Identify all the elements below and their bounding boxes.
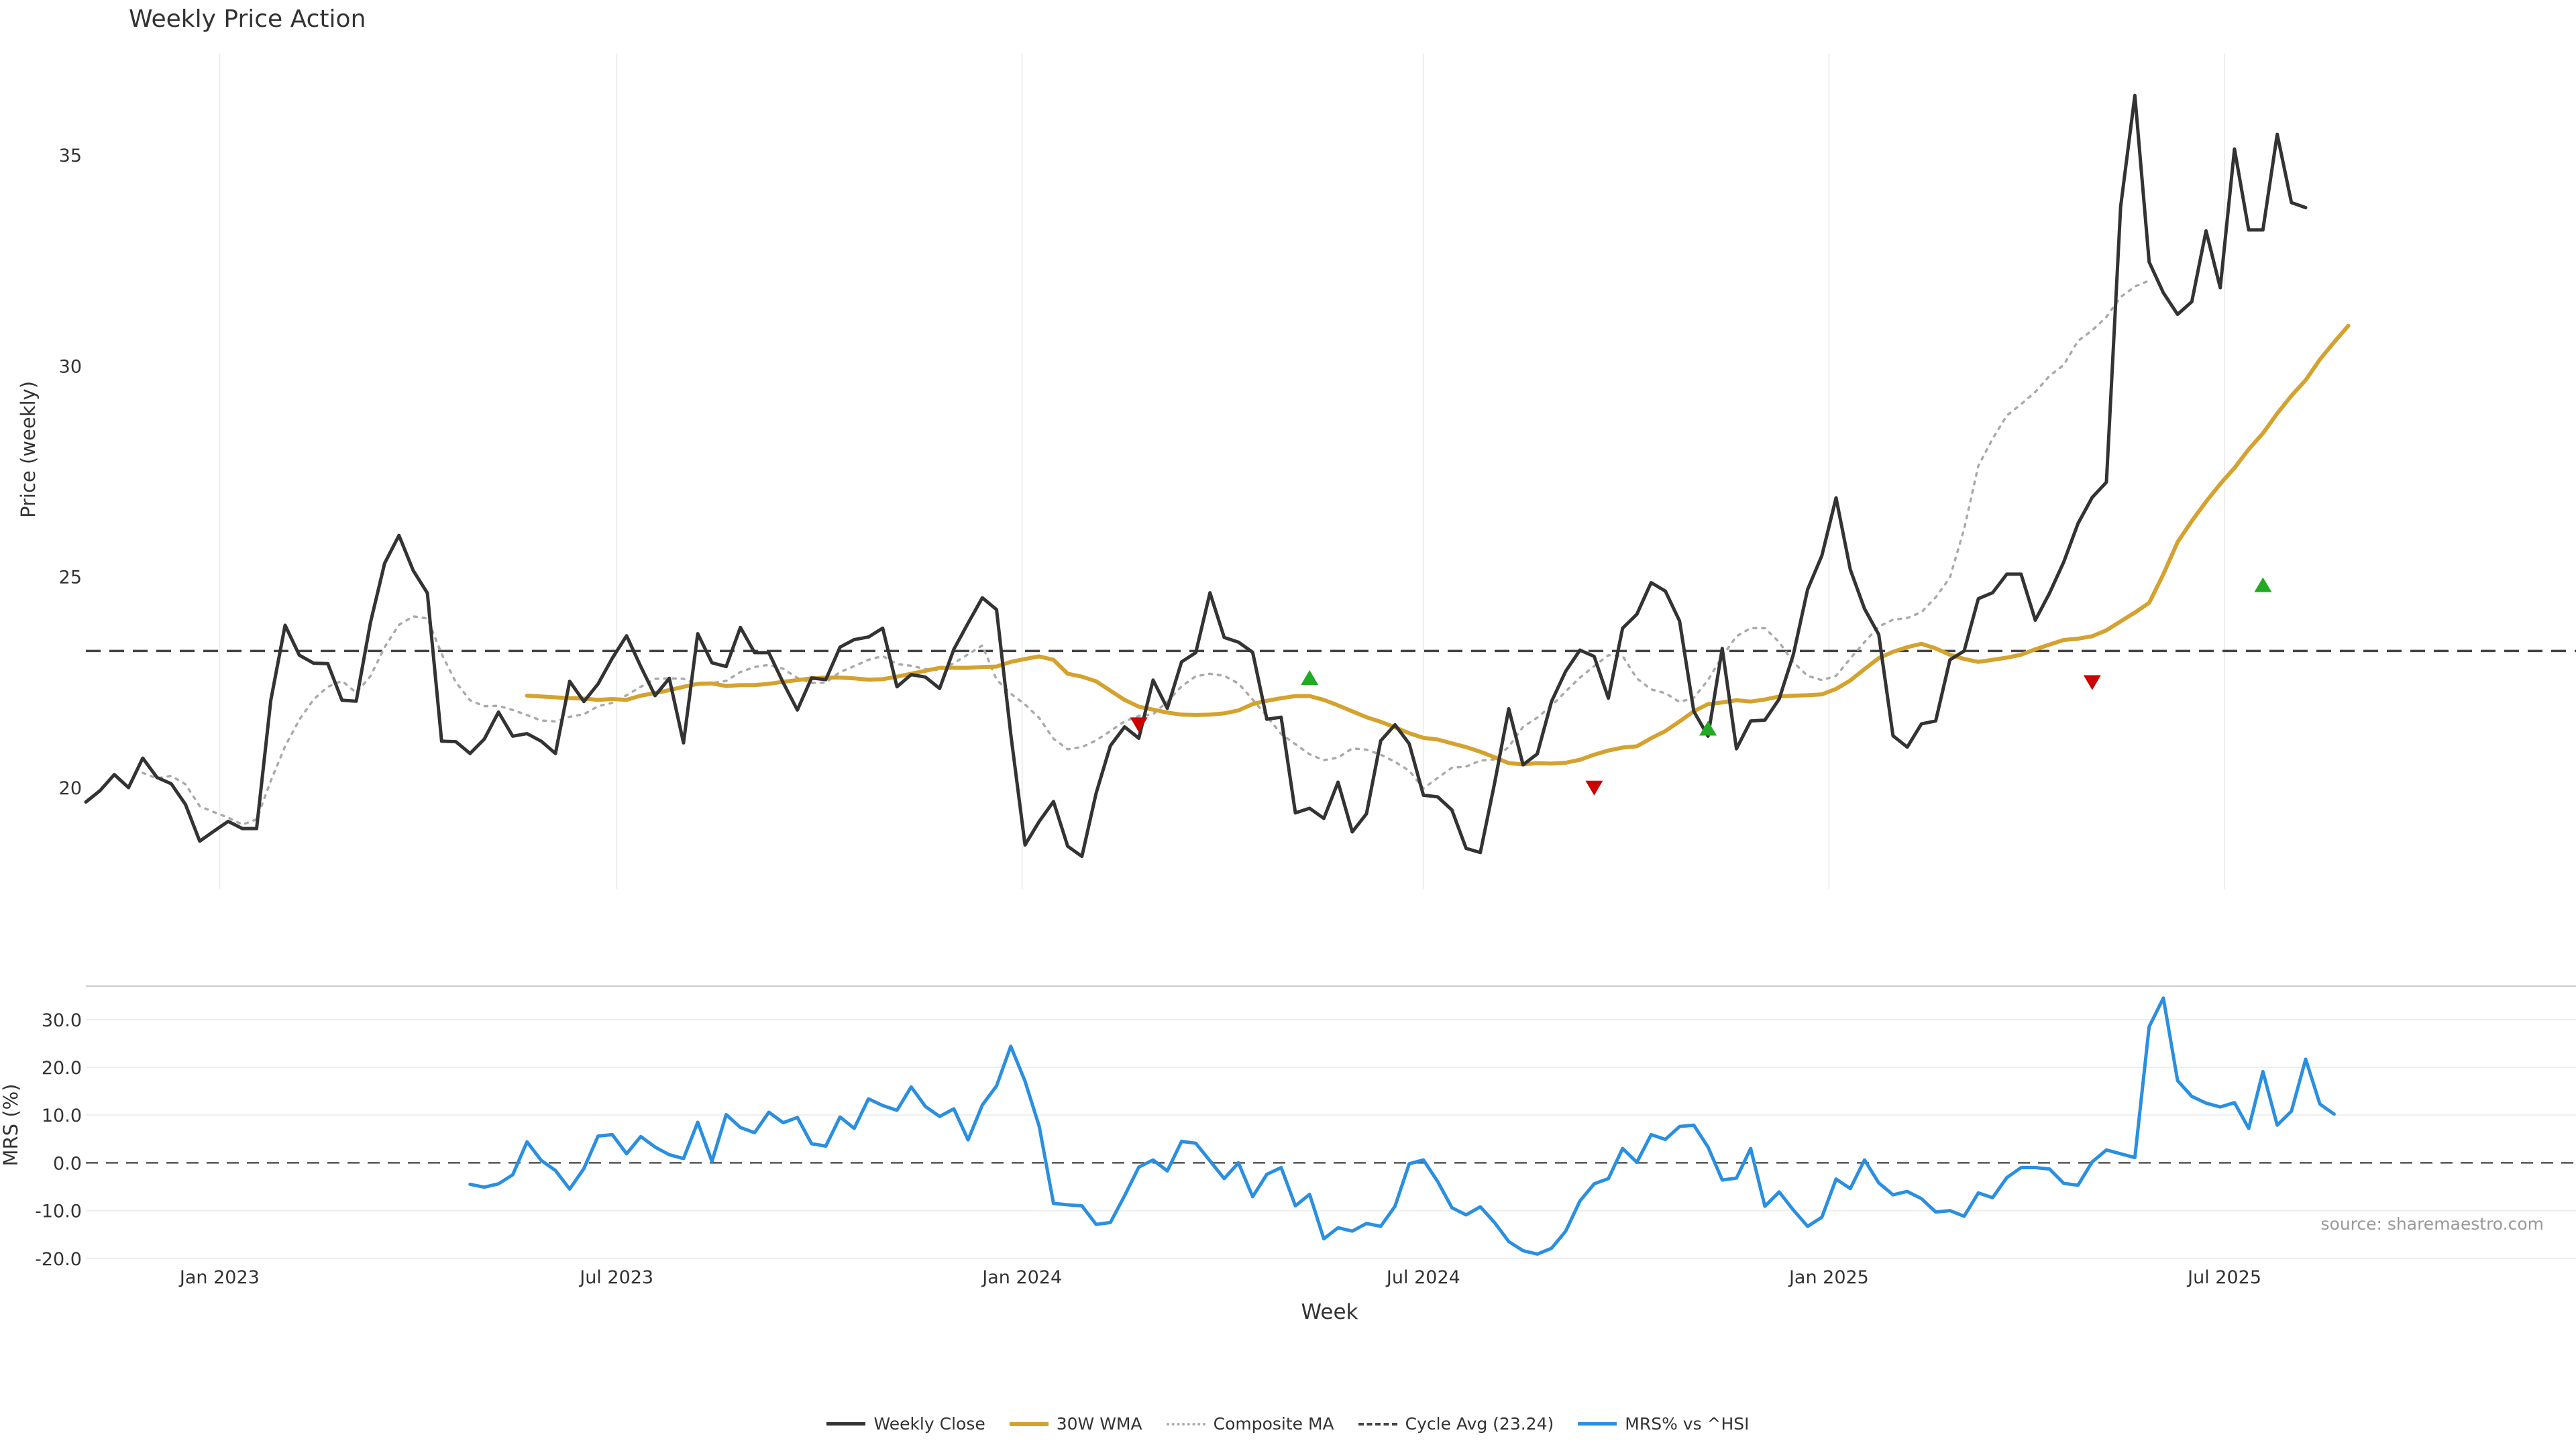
legend-swatch-30w-wma bbox=[1009, 1421, 1049, 1426]
buy-signal-marker bbox=[1301, 669, 1319, 686]
sell-signal-marker bbox=[1130, 717, 1148, 733]
price-y-tick-label: 35 bbox=[59, 146, 82, 166]
weekly-close-line bbox=[84, 93, 2308, 859]
x-tick-label: Jul 2024 bbox=[1385, 1267, 1460, 1288]
legend-item-30w-wma: 30W WMA bbox=[1009, 1414, 1142, 1434]
price-y-tick-label: 30 bbox=[59, 356, 82, 377]
price-y-axis-label: Price (weekly) bbox=[17, 381, 40, 518]
legend-label: Cycle Avg (23.24) bbox=[1405, 1414, 1554, 1434]
legend-swatch-cycle-avg bbox=[1358, 1422, 1397, 1426]
mrs-y-tick-label: 10.0 bbox=[42, 1106, 82, 1126]
legend-swatch-composite-ma bbox=[1166, 1422, 1205, 1426]
x-tick-label: Jan 2025 bbox=[1788, 1267, 1869, 1288]
mrs-y-tick-label: 30.0 bbox=[42, 1010, 82, 1031]
x-tick-label: Jul 2023 bbox=[578, 1267, 653, 1288]
x-tick-label: Jan 2024 bbox=[981, 1267, 1062, 1288]
legend-label: 30W WMA bbox=[1056, 1414, 1142, 1434]
buy-signal-marker bbox=[1699, 720, 1717, 736]
legend: Weekly Close 30W WMA Composite MA Cycle … bbox=[0, 1414, 2576, 1434]
chart-title: Weekly Price Action bbox=[129, 5, 366, 33]
mrs-line bbox=[468, 996, 2336, 1256]
buy-signal-marker bbox=[2254, 577, 2272, 592]
source-note: source: sharemaestro.com bbox=[2321, 1214, 2544, 1234]
mrs-series bbox=[468, 996, 2336, 1256]
legend-label: Weekly Close bbox=[873, 1414, 985, 1434]
x-tick-label: Jan 2023 bbox=[178, 1267, 260, 1288]
mrs-y-tick-label: -10.0 bbox=[35, 1201, 82, 1222]
x-tick-label: Jul 2025 bbox=[2186, 1267, 2261, 1288]
price-y-tick-label: 20 bbox=[59, 778, 82, 799]
legend-item-mrs: MRS% vs ^HSI bbox=[1578, 1414, 1750, 1434]
mrs-y-tick-label: 0.0 bbox=[53, 1153, 82, 1174]
x-ticks: Jan 2023 Jul 2023 Jan 2024 Jul 2024 Jan 2025… bbox=[178, 1267, 2261, 1288]
legend-item-cycle-avg: Cycle Avg (23.24) bbox=[1358, 1414, 1554, 1434]
price-y-tick-label: 25 bbox=[59, 568, 82, 588]
mrs-y-tick-label: 20.0 bbox=[42, 1058, 82, 1079]
wma-30w-line bbox=[525, 323, 2351, 767]
mrs-y-tick-label: -20.0 bbox=[35, 1249, 82, 1270]
sell-signal-marker bbox=[2083, 675, 2101, 690]
x-axis-label: Week bbox=[1301, 1300, 1358, 1324]
mrs-gridlines bbox=[86, 985, 2576, 1259]
legend-swatch-mrs bbox=[1578, 1422, 1617, 1426]
legend-swatch-weekly-close bbox=[826, 1422, 866, 1426]
signal-markers bbox=[1130, 577, 2272, 796]
price-y-ticks: 20 25 30 35 bbox=[59, 146, 82, 799]
legend-label: Composite MA bbox=[1213, 1414, 1334, 1434]
price-series bbox=[84, 93, 2351, 859]
sell-signal-marker bbox=[1585, 780, 1603, 796]
legend-item-composite-ma: Composite MA bbox=[1166, 1414, 1334, 1434]
mrs-y-axis-label: MRS (%) bbox=[0, 1084, 22, 1167]
price-gridlines bbox=[86, 54, 2576, 889]
mrs-y-ticks: 30.0 20.0 10.0 0.0 -10.0 -20.0 bbox=[35, 1010, 82, 1270]
legend-item-weekly-close: Weekly Close bbox=[826, 1414, 985, 1434]
legend-label: MRS% vs ^HSI bbox=[1625, 1414, 1750, 1434]
